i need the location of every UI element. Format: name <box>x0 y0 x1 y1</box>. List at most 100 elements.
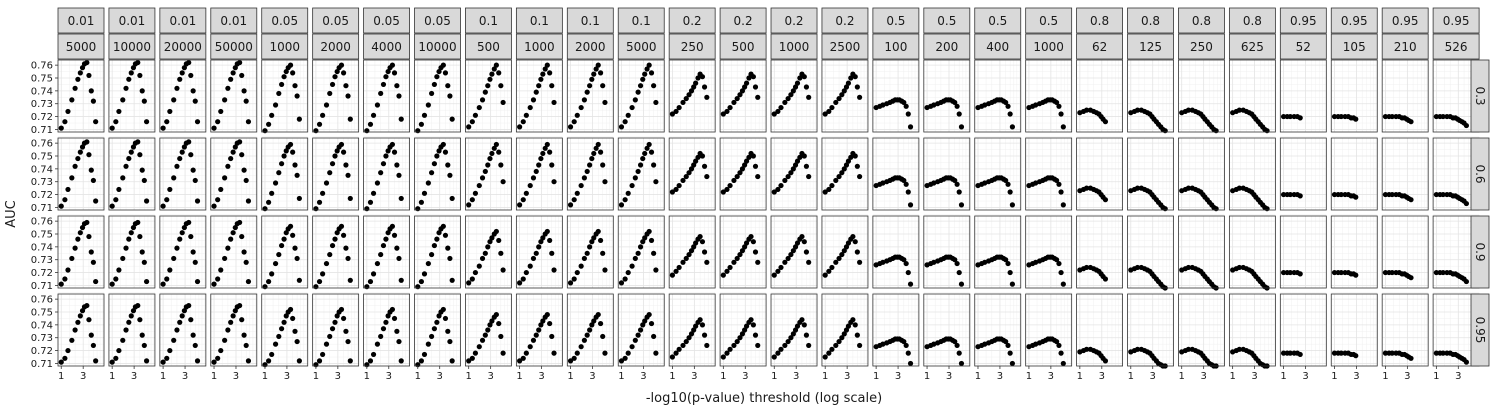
data-point <box>415 206 421 212</box>
data-point <box>75 319 81 325</box>
data-point <box>517 280 523 286</box>
data-point <box>801 153 807 159</box>
col-strip-top <box>1330 7 1378 34</box>
data-point <box>283 68 289 75</box>
data-point <box>801 74 807 80</box>
data-point <box>527 344 533 350</box>
data-point <box>476 104 482 111</box>
data-point <box>190 249 196 255</box>
data-point <box>370 271 377 277</box>
data-point <box>826 108 832 115</box>
data-point <box>283 148 289 154</box>
data-point <box>648 70 655 76</box>
data-point <box>547 70 553 76</box>
data-point <box>135 302 141 309</box>
data-point <box>1408 275 1414 281</box>
data-point <box>841 166 847 172</box>
data-point <box>429 251 435 258</box>
data-point <box>731 177 737 184</box>
data-point <box>724 186 730 193</box>
y-tick-label: 0.75 <box>31 230 53 241</box>
data-point <box>496 70 502 76</box>
x-tick-label: 3 <box>1048 371 1054 382</box>
data-point <box>839 251 845 258</box>
data-point <box>836 95 842 102</box>
data-point <box>130 308 137 314</box>
data-point <box>794 240 801 246</box>
x-tick-label: 1 <box>1026 371 1032 382</box>
data-point <box>370 351 377 358</box>
data-point <box>632 175 638 181</box>
facet-panel <box>923 214 971 289</box>
data-point <box>1134 264 1141 271</box>
x-tick-label: 3 <box>487 371 493 382</box>
data-point <box>788 251 794 258</box>
facet-panel <box>770 292 818 367</box>
col-strip-top <box>108 7 156 34</box>
data-point <box>493 141 499 148</box>
data-point <box>778 182 784 189</box>
col-strip-bottom <box>1076 33 1123 60</box>
data-point <box>646 62 652 68</box>
x-tick-label: 1 <box>873 371 879 382</box>
facet-panel <box>465 58 512 133</box>
data-point <box>167 267 173 273</box>
data-point <box>431 242 437 249</box>
data-point <box>128 230 134 236</box>
data-point <box>1083 264 1090 271</box>
data-point <box>644 66 650 72</box>
data-point <box>1331 113 1338 120</box>
data-point <box>485 244 491 250</box>
data-point <box>230 70 236 76</box>
data-point <box>771 272 777 278</box>
data-point <box>520 119 526 125</box>
data-point <box>1007 189 1013 195</box>
y-tick-label: 0.73 <box>31 333 53 344</box>
data-point <box>1463 278 1469 285</box>
data-point <box>790 331 796 337</box>
facet-panel <box>617 136 665 211</box>
data-point <box>436 148 442 154</box>
data-point <box>836 255 842 262</box>
facet-panel <box>923 292 971 367</box>
data-point <box>327 90 333 97</box>
facet-panel <box>1178 136 1225 212</box>
data-point <box>120 97 126 103</box>
data-point <box>421 351 428 358</box>
data-point <box>697 233 703 240</box>
data-point <box>225 163 231 169</box>
facet-panel <box>1381 136 1429 211</box>
data-point <box>442 149 449 155</box>
facet-panel <box>923 136 971 211</box>
x-tick-label: 3 <box>182 371 188 382</box>
data-point <box>686 170 692 176</box>
col-strip-bottom <box>974 33 1022 60</box>
data-point <box>1005 103 1011 109</box>
col-strip-bottom <box>57 33 105 60</box>
x-tick-label: 3 <box>1455 371 1461 382</box>
data-point <box>704 94 710 100</box>
data-point <box>803 249 810 255</box>
data-point <box>378 90 384 97</box>
data-point <box>642 150 648 157</box>
data-point <box>65 108 71 115</box>
col-strip-top-label: 0.95 <box>1443 14 1470 28</box>
data-point <box>1058 189 1064 195</box>
data-point <box>597 149 604 155</box>
data-point <box>843 327 850 333</box>
y-tick-label: 0.73 <box>31 255 53 266</box>
data-point <box>600 250 606 256</box>
data-point <box>239 72 245 79</box>
x-tick-label: 3 <box>997 371 1003 382</box>
data-point <box>491 66 497 72</box>
y-tick-label: 0.76 <box>31 61 53 72</box>
data-point <box>179 230 185 236</box>
data-point <box>141 259 147 265</box>
x-tick-label: 1 <box>415 371 421 382</box>
data-point <box>527 263 533 269</box>
data-point <box>839 92 845 98</box>
data-point <box>237 59 243 66</box>
data-point <box>547 237 553 244</box>
data-point <box>449 358 455 364</box>
data-point <box>720 272 726 278</box>
